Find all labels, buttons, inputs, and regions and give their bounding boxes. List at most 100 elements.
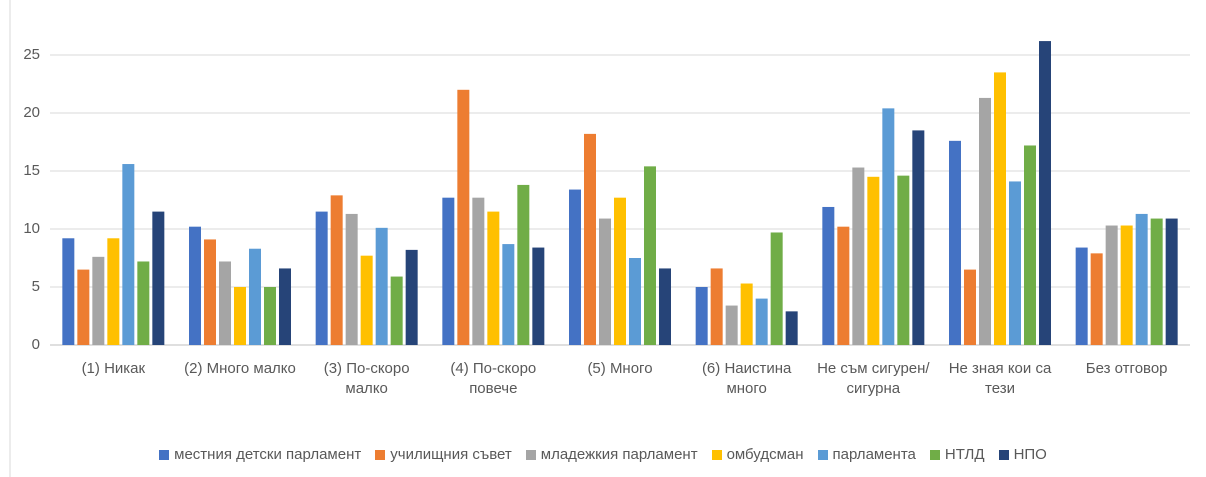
bar: [219, 261, 231, 345]
bar: [204, 239, 216, 345]
legend-item: училищния съвет: [375, 446, 512, 463]
bar: [189, 226, 201, 345]
x-tick-label: Не съм сигурен/ сигурна: [817, 360, 930, 397]
bar: [882, 108, 895, 345]
bar: [710, 268, 723, 345]
legend: местния детски парламент училищния съвет м…: [0, 446, 1206, 463]
y-tick-label: 10: [23, 220, 40, 237]
bar: [755, 298, 768, 345]
legend-item: младежкия парламент: [525, 446, 698, 463]
bar: [897, 175, 910, 345]
bar: [345, 213, 358, 345]
bar: [912, 130, 925, 345]
bar: [137, 261, 150, 345]
bar: [949, 140, 961, 345]
bar: [1090, 253, 1103, 345]
bar: [599, 218, 611, 345]
bar: [330, 195, 343, 345]
bar: [107, 238, 120, 345]
legend-label: НПО: [1013, 446, 1047, 463]
legend-label: НТЛД: [944, 446, 985, 463]
x-tick-label: (6) Наистина много: [701, 360, 792, 397]
bar: [867, 176, 880, 345]
legend-label: училищния съвет: [390, 446, 512, 463]
bar: [1075, 247, 1088, 345]
legend-item: местния детски парламент: [159, 446, 361, 463]
bar: [92, 256, 105, 345]
x-tick-label: (2) Много малко: [184, 360, 296, 377]
bar: [644, 166, 656, 345]
bar: [770, 232, 783, 345]
bar: [375, 227, 388, 345]
legend-label: парламента: [832, 446, 916, 463]
bar: [442, 197, 455, 345]
bar: [360, 255, 373, 345]
bar: [487, 211, 500, 345]
bar: [457, 89, 470, 345]
bar: [785, 311, 798, 345]
bar: [659, 268, 671, 345]
bar: [390, 276, 403, 345]
bar: [279, 268, 291, 345]
bar: [122, 164, 135, 345]
legend-label: младежкия парламент: [540, 446, 698, 463]
bar: [1024, 145, 1036, 345]
bar: [405, 249, 418, 345]
x-tick-label: (5) Много: [587, 360, 653, 377]
legend-swatch: [929, 449, 940, 460]
bar: [1165, 218, 1178, 345]
y-tick-label: 25: [23, 46, 40, 63]
legend-swatch: [159, 449, 170, 460]
bar: [964, 269, 976, 345]
bar: [502, 244, 515, 345]
bar: [740, 283, 753, 345]
x-tick-label: (1) Никак: [81, 360, 146, 377]
x-tick-label: (4) По-скоро повече: [450, 360, 537, 397]
bar: [1150, 218, 1163, 345]
bar: [725, 305, 738, 345]
bar: [584, 133, 596, 345]
y-tick-label: 15: [23, 162, 40, 179]
legend-label: омбудсман: [726, 446, 804, 463]
bar: [822, 206, 835, 345]
bar: [1120, 225, 1133, 345]
legend-swatch: [711, 449, 722, 460]
legend-label: местния детски парламент: [174, 446, 362, 463]
x-tick-label: (3) По-скоро малко: [323, 360, 410, 397]
legend-swatch: [375, 449, 386, 460]
bar: [614, 197, 626, 345]
bar: [264, 287, 276, 345]
bar: [979, 97, 991, 345]
legend-item: омбудсман: [711, 446, 804, 463]
bar: [517, 184, 530, 345]
bar: [994, 72, 1006, 346]
bar: [152, 211, 165, 345]
y-tick-label: 0: [32, 336, 40, 353]
legend-item: НПО: [998, 446, 1047, 463]
bar: [234, 287, 246, 345]
legend-swatch: [817, 449, 828, 460]
bar: [852, 167, 865, 345]
bar: [837, 226, 850, 345]
x-tick-label: Не зная кои са тези: [948, 360, 1052, 397]
bar: [1039, 41, 1051, 345]
legend-item: парламента: [817, 446, 916, 463]
x-tick-label: Без отговор: [1085, 360, 1168, 377]
bar: [1135, 213, 1148, 345]
bar: [62, 238, 75, 345]
bar: [315, 211, 328, 345]
bar: [532, 247, 545, 345]
legend-swatch: [998, 449, 1009, 460]
bar: [249, 248, 261, 345]
legend-swatch: [525, 449, 536, 460]
y-tick-label: 5: [32, 278, 40, 295]
bar: [77, 269, 90, 345]
bar: [569, 189, 581, 345]
bar: [1105, 225, 1118, 345]
bar: [629, 258, 641, 345]
legend-item: НТЛД: [929, 446, 985, 463]
bar: [472, 197, 485, 345]
bar: [1009, 181, 1021, 345]
